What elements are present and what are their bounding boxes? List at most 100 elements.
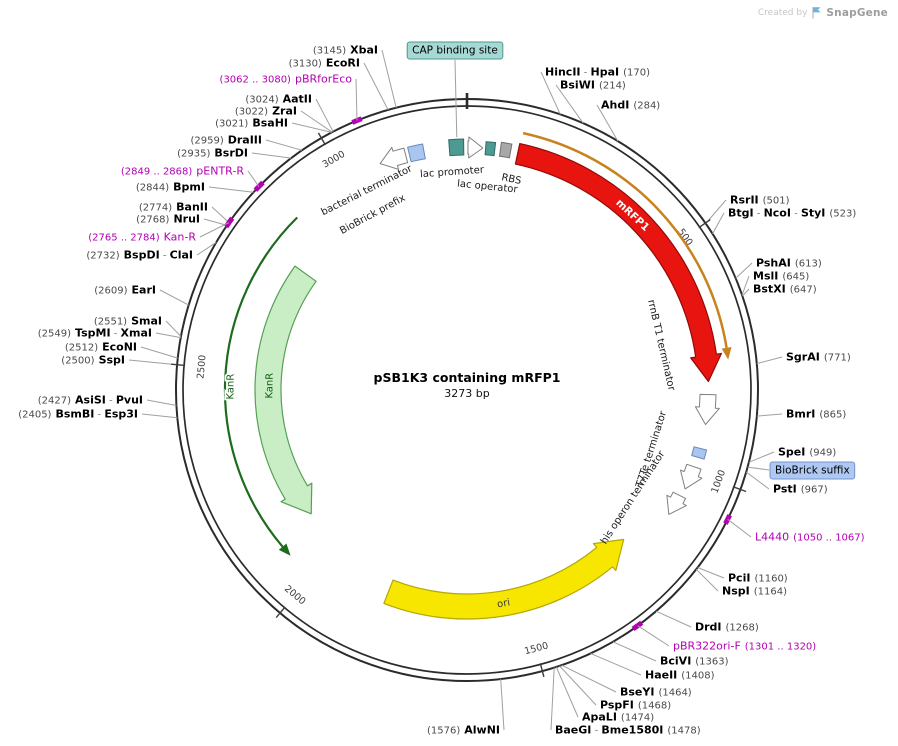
site-label-EarI[interactable]: (2609) EarI [94,284,156,297]
feature-his-operon-terminator-arrow[interactable] [666,491,687,515]
site-label-pBRforEco[interactable]: (3062 .. 3080) pBRforEco [220,73,353,86]
site-label-Kan-R[interactable]: (2765 .. 2784) Kan-R [88,231,196,244]
leader-line [251,152,292,159]
site-label-ApaLI[interactable]: ApaLI (1474) [582,711,654,724]
leader-line [211,206,230,223]
primer-site-marker[interactable] [224,216,235,229]
site-label-HaeII[interactable]: HaeII (1408) [645,669,715,682]
site-label-MslI[interactable]: MslI (645) [753,270,809,283]
site-label-TspMI-XmaI[interactable]: (2549) TspMI - XmaI [38,327,152,340]
position-tick-label: 2500 [195,354,208,379]
site-label-DrdI[interactable]: DrdI (1268) [695,621,759,634]
site-label-AatII[interactable]: (3024) AatII [245,93,312,106]
feature-cap-binding-site-box[interactable] [448,138,465,157]
site-label-PstI[interactable]: PstI (967) [773,483,828,496]
position-tick [171,363,186,367]
site-label-SspI[interactable]: (2500) SspI [61,354,125,367]
feature-rbs-box[interactable] [498,141,513,159]
leader-line [159,289,189,306]
site-label-BpmI[interactable]: (2844) BpmI [136,181,205,194]
feature-label[interactable]: his operon terminator [599,448,668,546]
leader-line [247,170,260,187]
site-label-PciI[interactable]: PciI (1160) [728,572,788,585]
site-label-AsiSI-PvuI[interactable]: (2427) AsiSI - PvuI [38,394,143,407]
site-label-BanII[interactable]: (2774) BanII [139,201,208,214]
feature-ori[interactable] [383,538,625,620]
feature-label[interactable]: lac promoter [420,165,485,180]
snapgene-logo-icon [812,7,822,19]
site-label-L4440[interactable]: L4440 (1050 .. 1067) [755,531,865,544]
feature-rrnb-t1-terminator-arrow[interactable] [694,393,720,425]
position-tick [317,132,327,146]
leader-line [748,451,775,463]
leader-line [550,667,555,731]
feature-kanr-gene-arc-arrowhead[interactable] [278,543,291,556]
leader-line [612,641,657,662]
site-label-SgrAI[interactable]: SgrAI (771) [786,351,851,364]
site-label-SmaI[interactable]: (2551) SmaI [94,315,162,328]
site-label-BseYI[interactable]: BseYI (1464) [620,686,692,699]
site-label-EcoRI[interactable]: (3130) EcoRI [289,57,360,70]
leader-line [555,84,584,124]
position-tick [732,486,747,493]
leader-line [165,320,182,337]
site-label-AhdI[interactable]: AhdI (284) [601,99,660,112]
leader-line [697,567,725,579]
site-label-BsmBI-Esp3I[interactable]: (2405) BsmBI - Esp3I [18,408,138,421]
feature-expression-arc[interactable] [522,131,728,349]
feature-label[interactable]: RBS [500,172,522,187]
primer-site-marker[interactable] [723,514,732,525]
leader-line [155,332,181,339]
site-label-BspDI-ClaI[interactable]: (2732) BspDI - ClaI [86,249,193,262]
site-label-NspI[interactable]: NspI (1164) [722,585,787,598]
site-label-HincII-HpaI[interactable]: HincII - HpaI (170) [545,66,650,79]
site-label-RsrII[interactable]: RsrII (501) [730,194,790,207]
position-tick [698,219,711,229]
feature-label[interactable]: rrnB T1 terminator [645,299,677,393]
tag-label-bg[interactable] [406,41,504,60]
site-label-pENTR-R[interactable]: (2849 .. 2868) pENTR-R [121,165,244,178]
feature-expression-arc-arrowhead[interactable] [721,347,732,360]
site-label-SpeI[interactable]: SpeI (949) [778,446,836,459]
site-label-EcoNI[interactable]: (2512) EcoNI [65,341,137,354]
site-label-BsiWI[interactable]: BsiWI (214) [560,79,626,92]
feature-t7te-box[interactable] [691,446,708,460]
leader-line [540,71,561,115]
feature-mrfp1-cds[interactable] [514,143,722,383]
site-label-BaeGI-Bme1580I[interactable]: BaeGI - Bme1580I (1478) [555,724,701,737]
feature-label[interactable]: ori [496,597,511,610]
leader-line [637,625,670,647]
site-label-BmrI[interactable]: BmrI (865) [786,408,846,421]
site-label-BstXI[interactable]: BstXI (647) [753,283,817,296]
position-tick-label: 3000 [321,149,347,171]
site-label-BtgI-NcoI-StyI[interactable]: BtgI - NcoI - StyI (523) [728,207,856,220]
site-label-DraIII[interactable]: (2959) DraIII [190,134,262,147]
feature-t7te-terminator-arrow[interactable] [680,463,703,490]
feature-label[interactable]: bacterial terminator [320,163,415,218]
tag-label-biobrick-suffix[interactable]: BioBrick suffix [775,465,850,477]
watermark-brand: SnapGene [826,6,888,19]
feature-kanr-cds[interactable] [254,265,317,515]
site-label-BsaHI[interactable]: (3021) BsaHI [215,117,288,130]
site-label-AlwNI[interactable]: (1576) AlwNI [427,724,500,737]
feature-label[interactable]: KanR [224,372,239,401]
leader-line [756,413,783,417]
feature-label[interactable]: KanR [264,373,276,399]
site-label-pBR322ori-F[interactable]: pBR322ori-F (1301 .. 1320) [673,640,816,653]
site-label-NruI[interactable]: (2768) NruI [136,213,200,226]
site-label-BciVI[interactable]: BciVI (1363) [660,655,729,668]
tag-label-bg[interactable] [769,461,856,480]
tag-label-cap-binding-site[interactable]: CAP binding site [412,45,498,57]
feature-lac-operator-box[interactable] [484,141,497,157]
site-label-BsrDI[interactable]: (2935) BsrDI [177,147,248,160]
feature-kanr-gene-arc[interactable] [223,216,298,548]
site-label-PshAI[interactable]: PshAI (613) [756,257,822,270]
site-label-XbaI[interactable]: (3145) XbaI [313,44,378,57]
leader-line [140,346,178,359]
feature-bacterial-terminator[interactable] [379,146,409,170]
site-label-ZraI[interactable]: (3022) ZraI [235,105,297,118]
site-label-PspFI[interactable]: PspFI (1468) [600,699,671,712]
feature-biobrick-prefix-box[interactable] [406,143,426,163]
feature-lac-promoter-arrow[interactable] [467,136,484,159]
primer-site-marker[interactable] [631,620,644,631]
